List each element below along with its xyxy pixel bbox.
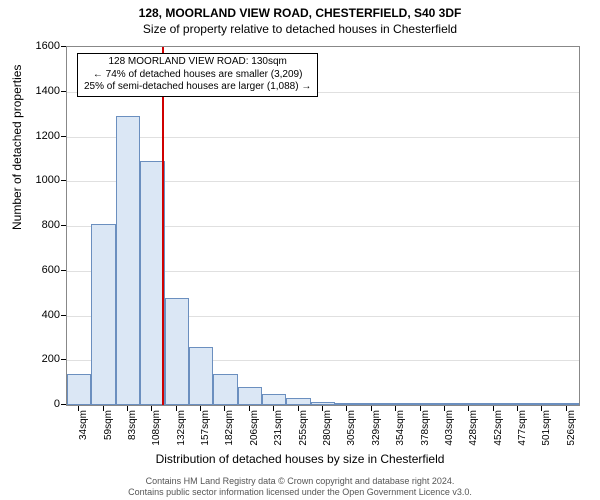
chart-title: 128, MOORLAND VIEW ROAD, CHESTERFIELD, S… <box>0 6 600 22</box>
ytick-label: 1000 <box>4 174 60 186</box>
bar <box>360 403 384 405</box>
xtick-label: 477sqm <box>517 410 528 454</box>
xtick-label: 34sqm <box>78 410 89 454</box>
bar <box>555 403 579 405</box>
footer-line2: Contains public sector information licen… <box>0 487 600 498</box>
xtick-label: 231sqm <box>273 410 284 454</box>
plot-area: 128 MOORLAND VIEW ROAD: 130sqm ← 74% of … <box>66 46 580 406</box>
bar <box>116 116 140 405</box>
bar <box>506 403 530 405</box>
footer-line1: Contains HM Land Registry data © Crown c… <box>0 476 600 487</box>
bar <box>335 403 359 405</box>
xtick-label: 329sqm <box>371 410 382 454</box>
ytick-label: 200 <box>4 353 60 365</box>
gridline <box>67 137 579 138</box>
ytick-label: 1600 <box>4 40 60 52</box>
bar <box>286 398 310 405</box>
xtick-label: 132sqm <box>176 410 187 454</box>
xtick-label: 305sqm <box>346 410 357 454</box>
xtick-label: 428sqm <box>468 410 479 454</box>
ytick-label: 1400 <box>4 85 60 97</box>
xtick-label: 108sqm <box>151 410 162 454</box>
chart-subtitle: Size of property relative to detached ho… <box>0 22 600 38</box>
reference-line <box>162 47 164 405</box>
bar <box>311 402 335 405</box>
bar <box>238 387 262 405</box>
xtick-label: 280sqm <box>322 410 333 454</box>
xtick-label: 157sqm <box>200 410 211 454</box>
bar <box>165 298 189 405</box>
bar <box>384 403 408 405</box>
xtick-label: 59sqm <box>103 410 114 454</box>
annotation-line3: 25% of semi-detached houses are larger (… <box>84 81 311 94</box>
annotation-box: 128 MOORLAND VIEW ROAD: 130sqm ← 74% of … <box>77 53 318 97</box>
xtick-label: 182sqm <box>224 410 235 454</box>
xtick-label: 526sqm <box>566 410 577 454</box>
ytick-label: 400 <box>4 309 60 321</box>
chart-container: 128, MOORLAND VIEW ROAD, CHESTERFIELD, S… <box>0 0 600 500</box>
xtick-label: 206sqm <box>249 410 260 454</box>
bar <box>91 224 115 405</box>
xtick-label: 255sqm <box>298 410 309 454</box>
x-axis-label: Distribution of detached houses by size … <box>0 452 600 466</box>
bar <box>140 161 164 405</box>
bar <box>481 403 505 405</box>
xtick-label: 354sqm <box>395 410 406 454</box>
ytick-label: 0 <box>4 398 60 410</box>
xtick-label: 452sqm <box>493 410 504 454</box>
bar <box>433 403 457 405</box>
annotation-line2: ← 74% of detached houses are smaller (3,… <box>84 69 311 82</box>
annotation-line1: 128 MOORLAND VIEW ROAD: 130sqm <box>84 56 311 69</box>
title-block: 128, MOORLAND VIEW ROAD, CHESTERFIELD, S… <box>0 0 600 37</box>
ytick-label: 1200 <box>4 130 60 142</box>
bar <box>67 374 91 405</box>
ytick-label: 800 <box>4 219 60 231</box>
ytick-label: 600 <box>4 264 60 276</box>
bar <box>408 403 432 405</box>
bar <box>457 403 481 405</box>
bar <box>262 394 286 405</box>
xtick-label: 501sqm <box>541 410 552 454</box>
footer: Contains HM Land Registry data © Crown c… <box>0 476 600 498</box>
bar <box>189 347 213 405</box>
bar <box>213 374 237 405</box>
xtick-label: 403sqm <box>444 410 455 454</box>
bar <box>530 403 554 405</box>
xtick-label: 83sqm <box>127 410 138 454</box>
xtick-label: 378sqm <box>420 410 431 454</box>
